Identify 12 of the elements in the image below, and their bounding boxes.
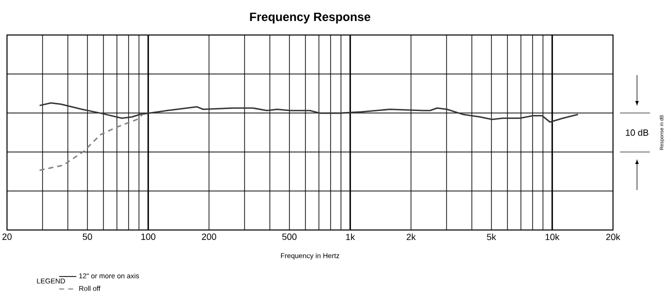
x-tick-label: 1k (346, 234, 355, 240)
x-tick-label: 500 (282, 234, 297, 240)
x-tick-label: 20k (606, 234, 620, 240)
x-tick-label: 5k (487, 234, 496, 240)
x-tick-label: 20 (2, 234, 12, 240)
x-tick-label: 2k (406, 234, 416, 240)
x-tick-label: 50 (82, 234, 92, 240)
x-tick-label: 10k (546, 234, 560, 240)
text: 10 dB (626, 129, 648, 136)
x-tick-label: 200 (202, 234, 216, 240)
x-tick-label: 100 (141, 234, 156, 240)
chart-title: Frequency Response (250, 12, 370, 24)
